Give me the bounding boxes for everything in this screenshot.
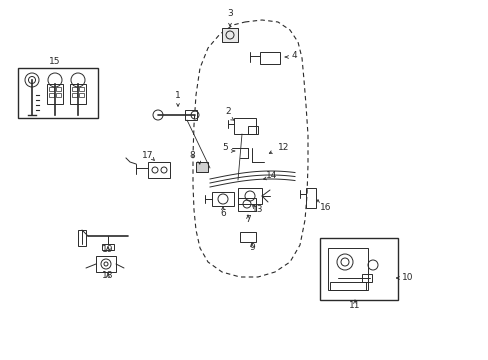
Bar	[240, 232, 256, 242]
Bar	[56, 87, 61, 91]
Text: 6: 6	[220, 208, 225, 217]
Bar	[327, 248, 367, 290]
Bar	[361, 274, 371, 282]
Text: 13: 13	[252, 206, 263, 215]
Bar	[102, 244, 114, 250]
Text: 19: 19	[102, 246, 114, 255]
Bar	[78, 230, 86, 246]
Text: 2: 2	[225, 107, 230, 116]
Bar	[238, 188, 262, 204]
Text: 4: 4	[291, 50, 297, 59]
Text: 5: 5	[222, 144, 227, 153]
Bar	[79, 93, 84, 97]
Bar	[49, 93, 54, 97]
Bar	[196, 162, 207, 172]
Bar	[72, 93, 77, 97]
Bar	[222, 28, 238, 42]
Text: 18: 18	[102, 271, 114, 280]
Bar	[70, 84, 86, 104]
Text: 3: 3	[226, 9, 232, 18]
Bar	[184, 110, 197, 120]
Text: 7: 7	[244, 216, 250, 225]
Bar	[18, 68, 98, 118]
Text: 8: 8	[189, 150, 195, 159]
Text: 10: 10	[401, 274, 413, 283]
Bar	[96, 256, 116, 272]
Bar	[319, 238, 397, 300]
Bar	[72, 87, 77, 91]
Bar	[260, 52, 280, 64]
Text: 17: 17	[142, 150, 153, 159]
Text: 16: 16	[319, 203, 331, 212]
Bar	[212, 192, 234, 206]
Bar	[238, 198, 256, 211]
Text: 1: 1	[175, 91, 181, 100]
Bar	[47, 84, 63, 104]
Text: 9: 9	[248, 243, 254, 252]
Bar	[79, 87, 84, 91]
Text: 14: 14	[266, 171, 277, 180]
Bar	[56, 93, 61, 97]
Text: 15: 15	[49, 58, 61, 67]
Text: 12: 12	[278, 144, 289, 153]
Text: 11: 11	[348, 301, 360, 310]
Bar	[329, 282, 365, 290]
Bar	[148, 162, 170, 178]
Bar	[49, 87, 54, 91]
Bar	[247, 126, 258, 134]
Bar	[234, 118, 256, 134]
Bar	[305, 188, 315, 208]
